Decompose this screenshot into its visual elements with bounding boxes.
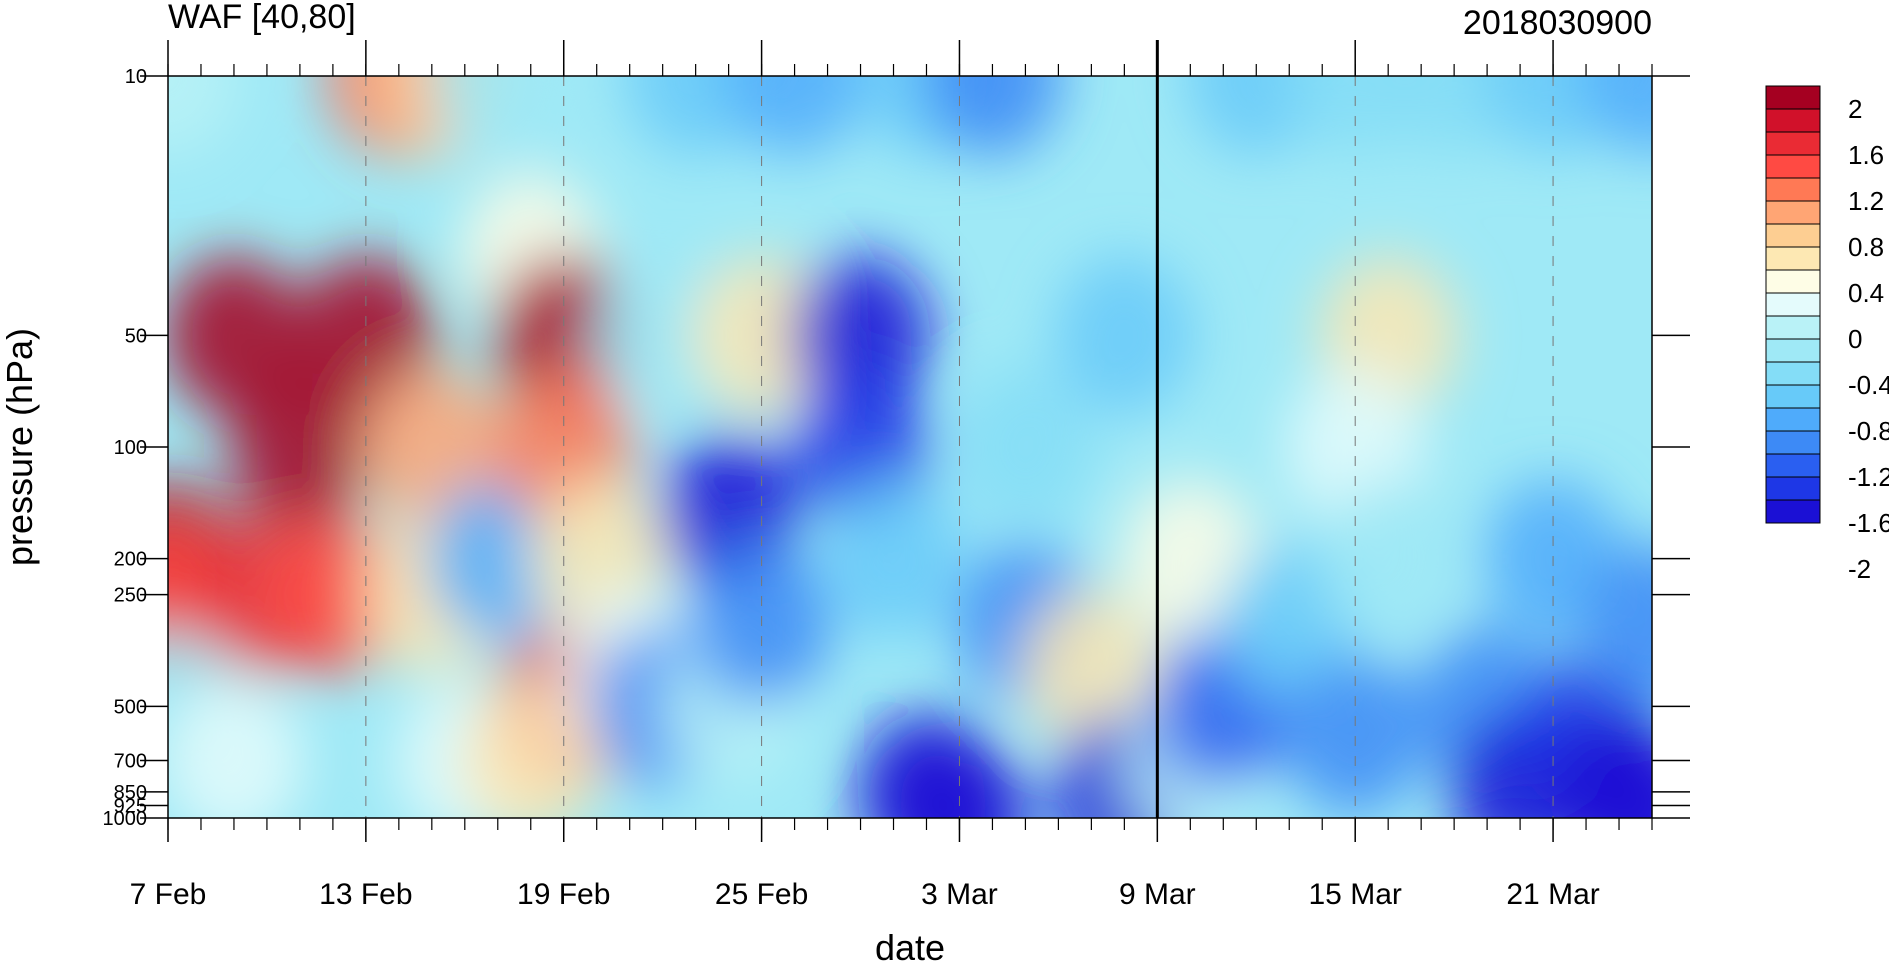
colorbar-swatch <box>1765 453 1821 478</box>
x-tick-label: 7 Feb <box>130 878 207 911</box>
colorbar-swatch <box>1765 407 1821 432</box>
y-tick-label: 700 <box>114 751 147 773</box>
field-cell <box>1021 590 1162 751</box>
colorbar-swatch <box>1765 223 1821 248</box>
field-cell <box>168 76 238 156</box>
colorbar-label: 0.8 <box>1848 232 1884 262</box>
y-tick-label: 500 <box>114 696 147 718</box>
colorbar-swatch <box>1765 476 1821 501</box>
colorbar-swatch <box>1765 200 1821 225</box>
field-cell <box>168 680 304 818</box>
x-tick-label: 13 Feb <box>319 878 412 911</box>
colorbar-label: -1.6 <box>1848 508 1889 538</box>
colorbar-swatch <box>1765 246 1821 271</box>
x-tick-label: 15 Mar <box>1309 878 1402 911</box>
x-tick-label: 19 Feb <box>517 878 610 911</box>
field-cell <box>1582 544 1652 704</box>
colorbar-swatch <box>1765 177 1821 202</box>
field-cell <box>1582 76 1652 156</box>
colorbar-swatch <box>1765 499 1821 524</box>
colorbar-swatch <box>1765 269 1821 294</box>
colorbar-swatch <box>1765 315 1821 340</box>
chart-title: WAF [40,80] <box>168 0 356 36</box>
x-axis: 7 Feb 13 Feb 19 Feb 25 Feb 3 Mar 9 Mar 15 Mar 2… <box>130 40 1653 911</box>
field-cell <box>1285 655 1426 816</box>
field-cell <box>1318 478 1459 639</box>
x-tick-label: 9 Mar <box>1119 878 1196 911</box>
field-cell <box>922 76 1063 156</box>
x-axis-label: date <box>875 927 945 961</box>
colorbar-swatch <box>1765 292 1821 317</box>
x-tick-label: 25 Feb <box>715 878 808 911</box>
colorbar-swatch <box>1765 85 1821 110</box>
colorbar-label: 0 <box>1848 324 1862 354</box>
x-tick-label: 3 Mar <box>921 878 998 911</box>
colorbar-label: -0.4 <box>1848 370 1889 400</box>
field-cell <box>856 711 997 818</box>
y-tick-label: 100 <box>114 437 147 459</box>
x-tick-label: 21 Mar <box>1506 878 1599 911</box>
colorbar-label: 0.4 <box>1848 278 1884 308</box>
y-axis-label: pressure (hPa) <box>0 328 40 566</box>
y-tick-label: 10 <box>125 66 147 88</box>
chart-subtitle: 2018030900 <box>1463 4 1652 42</box>
field-cell <box>460 680 601 818</box>
field-cell <box>724 76 865 156</box>
colorbar-swatch <box>1765 338 1821 363</box>
colorbar-label: 2 <box>1848 94 1862 124</box>
colorbar-label: -2 <box>1848 554 1871 584</box>
colorbar-label: 1.6 <box>1848 140 1884 170</box>
field-cell <box>427 76 568 156</box>
field-cell <box>955 367 1096 527</box>
colorbar-label: -1.2 <box>1848 462 1889 492</box>
colorbar-swatch <box>1765 384 1821 409</box>
colorbar-label: -0.8 <box>1848 416 1889 446</box>
colorbar-swatch <box>1765 108 1821 133</box>
contour-field <box>168 76 1652 818</box>
field-cell <box>592 255 733 416</box>
colorbar-swatch <box>1765 154 1821 179</box>
field-cell <box>1582 738 1652 818</box>
field-cell <box>823 478 964 639</box>
y-tick-label: 50 <box>125 325 147 347</box>
colorbar-label: 1.2 <box>1848 186 1884 216</box>
y-tick-label: 250 <box>114 585 147 607</box>
y-tick-label: 1000 <box>103 808 148 830</box>
field-cell <box>262 514 403 675</box>
field-cell <box>790 255 931 416</box>
colorbar: 2 1.6 1.2 0.8 0.4 0 -0.4 -0.8 -1.2 -1.6 -2 <box>1765 85 1889 584</box>
field-cell <box>493 255 634 416</box>
colorbar-swatch <box>1765 131 1821 156</box>
colorbar-swatch <box>1765 361 1821 386</box>
colorbar-swatch <box>1765 430 1821 455</box>
y-tick-label: 925 <box>114 795 147 817</box>
y-tick-label: 200 <box>114 549 147 571</box>
field-cell <box>1054 255 1195 416</box>
y-tick-label: 850 <box>114 782 147 804</box>
field-cell <box>691 255 832 416</box>
